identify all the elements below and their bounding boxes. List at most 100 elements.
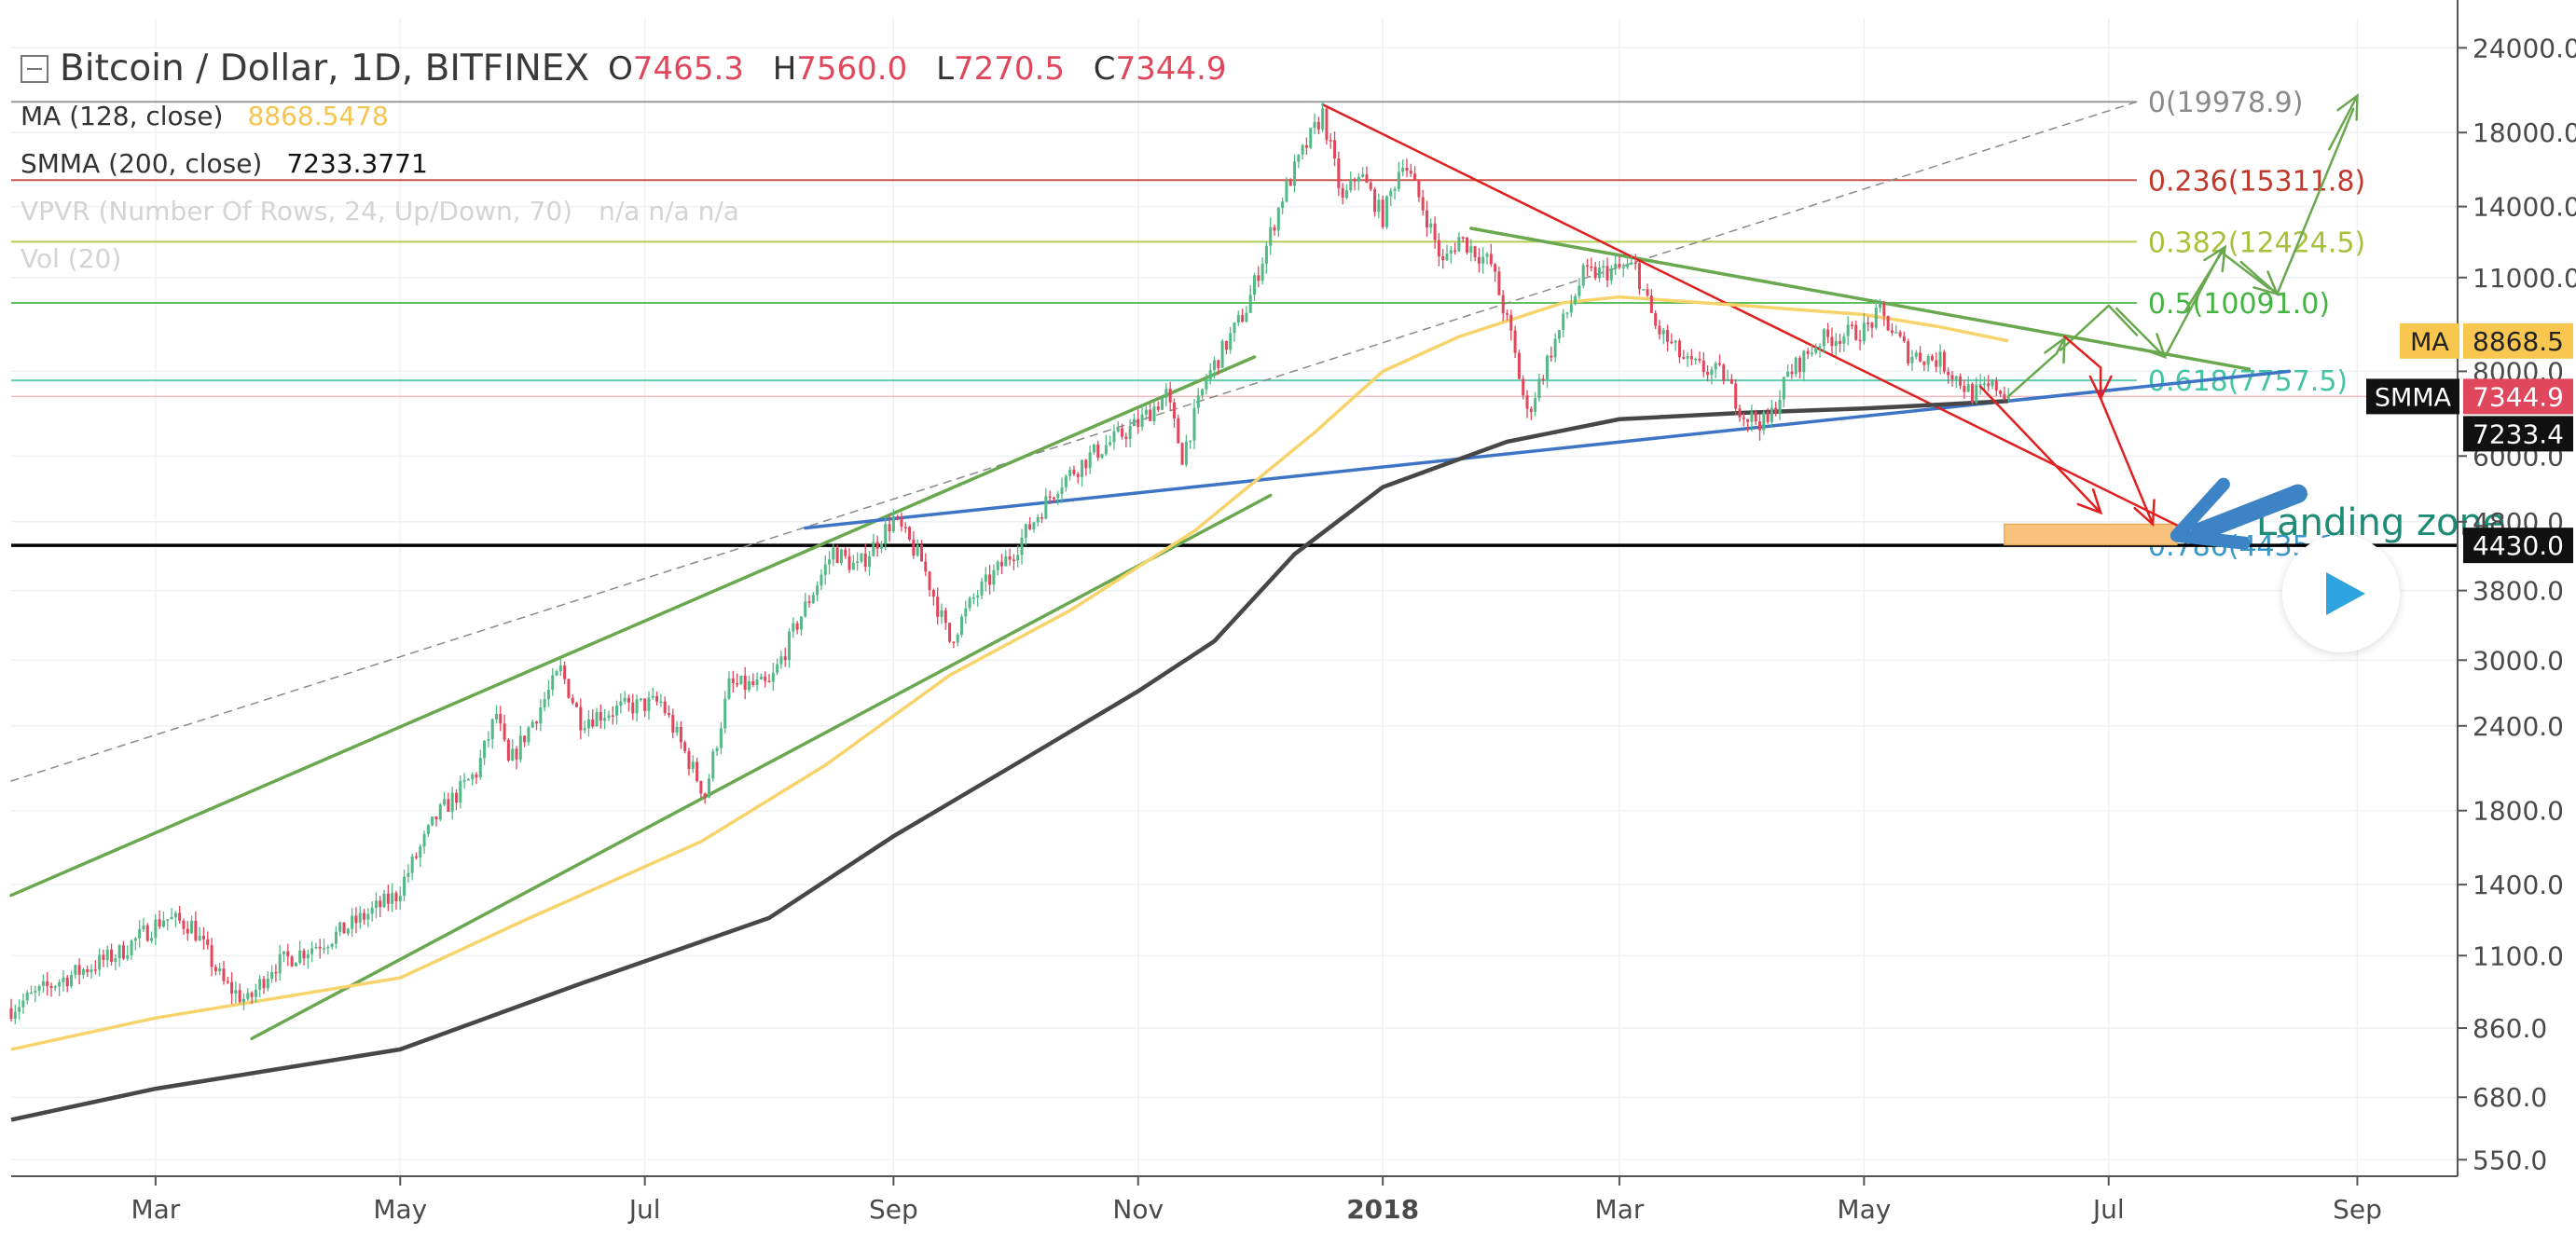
candle-body bbox=[1722, 364, 1726, 381]
projection-arrow-1[interactable] bbox=[2044, 336, 2066, 364]
fib-trend-dashed[interactable] bbox=[10, 101, 2138, 782]
candle-279 bbox=[1128, 418, 1132, 448]
candle-356 bbox=[1437, 233, 1440, 267]
candle-116 bbox=[475, 772, 478, 785]
candle-body bbox=[138, 928, 142, 939]
candle-421 bbox=[1698, 351, 1701, 363]
candle-body bbox=[306, 953, 310, 959]
collapse-icon[interactable] bbox=[21, 54, 48, 83]
candle-192 bbox=[779, 650, 783, 669]
candle-body bbox=[1369, 183, 1372, 190]
projection-path-5[interactable] bbox=[2219, 251, 2271, 290]
candle-397 bbox=[1602, 260, 1605, 279]
candle-493 bbox=[1987, 375, 1991, 391]
candle-473 bbox=[1907, 338, 1910, 366]
price-tag-name-box bbox=[2400, 322, 2459, 359]
candle-body bbox=[1674, 340, 1677, 343]
candle-399 bbox=[1609, 265, 1613, 285]
candle-body bbox=[1357, 176, 1360, 182]
channel-lower-line[interactable] bbox=[250, 493, 1273, 1041]
candle-169 bbox=[687, 747, 691, 776]
indicator-vol[interactable]: Vol (20) bbox=[21, 235, 1227, 282]
candle-251 bbox=[1016, 545, 1020, 568]
candle-body bbox=[944, 610, 947, 624]
play-button[interactable] bbox=[2282, 535, 2400, 652]
candle-body bbox=[783, 656, 787, 661]
landing-pointer-arrow[interactable] bbox=[2170, 477, 2307, 550]
candle-9 bbox=[46, 971, 49, 996]
candle-body bbox=[1329, 140, 1332, 142]
drop-path-1[interactable] bbox=[2063, 335, 2102, 369]
price-tag-box bbox=[2463, 528, 2573, 564]
landing-zone-box[interactable] bbox=[2004, 523, 2178, 546]
channel-upper-line[interactable] bbox=[9, 355, 1257, 898]
candle-body bbox=[1942, 351, 1946, 372]
candle-body bbox=[1782, 377, 1785, 400]
candle-body bbox=[1494, 264, 1497, 272]
candle-4 bbox=[25, 990, 29, 1005]
candle-73 bbox=[302, 948, 306, 966]
candle-359 bbox=[1449, 246, 1453, 264]
candle-body bbox=[607, 715, 611, 719]
trend-drawings[interactable] bbox=[9, 101, 2292, 1041]
rising-support-line[interactable] bbox=[803, 369, 2292, 530]
major-downtrend-line[interactable] bbox=[1321, 103, 2191, 533]
candle-269 bbox=[1088, 445, 1092, 474]
candle-body bbox=[1626, 264, 1630, 267]
candle-body bbox=[1966, 384, 1970, 392]
projection-path-3[interactable] bbox=[2107, 304, 2139, 336]
indicator-smma[interactable]: SMMA (200, close) 7233.3771 bbox=[21, 140, 1227, 187]
candle-263 bbox=[1064, 474, 1068, 492]
drop-arrow-3[interactable] bbox=[1978, 385, 2103, 515]
candle-419 bbox=[1689, 349, 1693, 366]
candle-68 bbox=[282, 951, 286, 963]
candle-body bbox=[1344, 190, 1348, 199]
candle-283 bbox=[1144, 405, 1148, 420]
candle-346 bbox=[1397, 161, 1400, 192]
price-tick-label: 3000.0 bbox=[2473, 645, 2564, 676]
projection-arrow-5[interactable] bbox=[2328, 93, 2359, 151]
candle-body bbox=[971, 597, 975, 599]
candle-body bbox=[86, 968, 90, 973]
projection-arrows[interactable] bbox=[1978, 93, 2359, 550]
candle-body bbox=[747, 680, 751, 691]
candle-455 bbox=[1834, 333, 1838, 356]
candle-body bbox=[1096, 444, 1100, 458]
candle-body bbox=[1550, 355, 1553, 358]
candle-393 bbox=[1586, 258, 1590, 277]
candle-477 bbox=[1922, 361, 1926, 371]
projection-path-2[interactable] bbox=[2059, 304, 2111, 351]
candle-body bbox=[1116, 428, 1120, 432]
descending-resistance-line[interactable] bbox=[1469, 226, 2252, 371]
candle-body bbox=[13, 1011, 17, 1019]
price-tag-1: 7344.9 SMMA bbox=[2366, 378, 2573, 415]
candle-body bbox=[839, 549, 843, 564]
candle-347 bbox=[1401, 159, 1405, 177]
candle-240 bbox=[971, 593, 975, 605]
candle-320 bbox=[1293, 154, 1297, 193]
fib-label-0.382: 0.382(12424.5) bbox=[2148, 226, 2365, 259]
candle-body bbox=[1553, 338, 1557, 358]
candle-445 bbox=[1794, 356, 1798, 377]
candle-body bbox=[1393, 188, 1397, 191]
indicator-ma[interactable]: MA (128, close) 8868.5478 bbox=[21, 92, 1227, 140]
candle-body bbox=[1144, 409, 1148, 415]
candle-body bbox=[394, 893, 398, 902]
projection-arrow-3[interactable] bbox=[2183, 244, 2227, 313]
candle-body bbox=[1453, 250, 1457, 253]
candle-215 bbox=[872, 533, 875, 556]
candle-body bbox=[727, 678, 731, 699]
indicator-vpvr[interactable]: VPVR (Number Of Rows, 24, Up/Down, 70) n… bbox=[21, 187, 1227, 235]
projection-path-1[interactable] bbox=[2006, 352, 2059, 398]
axes[interactable]: 24000.018000.014000.011000.08000.06000.0… bbox=[11, 0, 2576, 1225]
candle-155 bbox=[631, 693, 635, 720]
candle-17 bbox=[77, 958, 81, 985]
projection-path-6[interactable] bbox=[2276, 107, 2355, 295]
candle-154 bbox=[627, 694, 630, 712]
candle-body bbox=[1301, 144, 1304, 156]
candle-191 bbox=[776, 658, 779, 676]
drop-arrow-2[interactable] bbox=[2099, 397, 2156, 528]
candle-body bbox=[1698, 358, 1701, 361]
candle-431 bbox=[1738, 405, 1742, 422]
